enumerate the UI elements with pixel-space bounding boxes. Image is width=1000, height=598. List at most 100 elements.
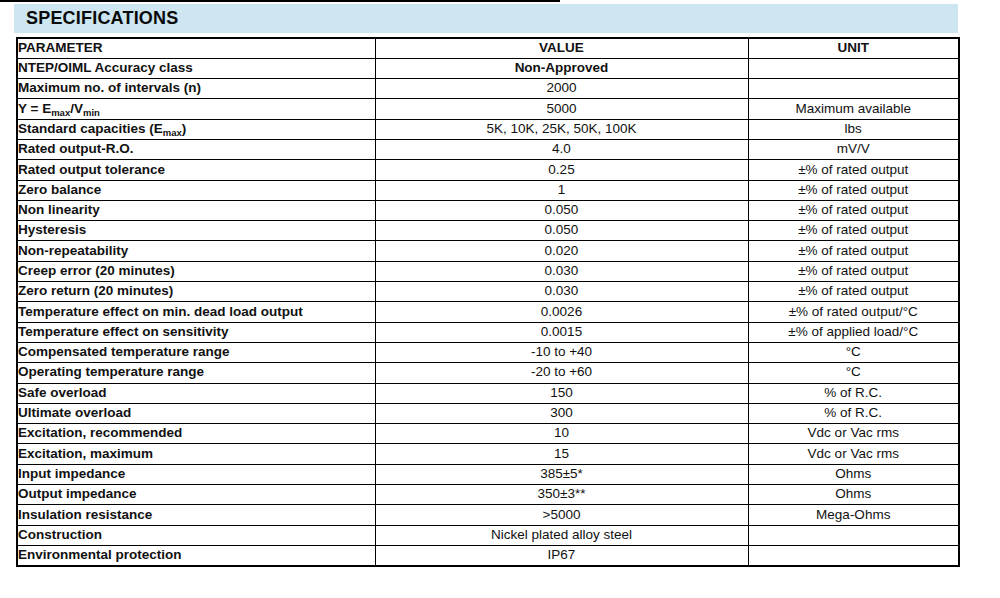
value-cell: 350±3** bbox=[375, 485, 748, 505]
value-cell: 5K, 10K, 25K, 50K, 100K bbox=[375, 119, 748, 139]
parameter-cell: Ultimate overload bbox=[17, 403, 375, 423]
unit-cell: lbs bbox=[748, 119, 959, 139]
unit-cell: Vdc or Vac rms bbox=[748, 444, 959, 464]
parameter-cell: Creep error (20 minutes) bbox=[17, 261, 375, 281]
unit-cell: Vdc or Vac rms bbox=[748, 424, 959, 444]
unit-cell: ±% of rated output bbox=[748, 200, 959, 220]
value-cell: 0.030 bbox=[375, 261, 748, 281]
unit-cell: ±% of applied load/°C bbox=[748, 322, 959, 342]
table-row: Temperature effect on sensitivity0.0015±… bbox=[17, 322, 959, 342]
unit-cell: °C bbox=[748, 342, 959, 362]
unit-cell: Maximum available bbox=[748, 99, 959, 119]
value-cell: 5000 bbox=[375, 99, 748, 119]
parameter-cell: Safe overload bbox=[17, 383, 375, 403]
unit-cell: ±% of rated output bbox=[748, 261, 959, 281]
value-cell: 0.0015 bbox=[375, 322, 748, 342]
value-cell: 15 bbox=[375, 444, 748, 464]
value-cell: 0.050 bbox=[375, 221, 748, 241]
parameter-cell: NTEP/OIML Accuracy class bbox=[17, 58, 375, 78]
unit-cell: Ohms bbox=[748, 464, 959, 484]
unit-cell bbox=[748, 525, 959, 545]
parameter-cell: Temperature effect on min. dead load out… bbox=[17, 302, 375, 322]
unit-cell: ±% of rated output bbox=[748, 221, 959, 241]
parameter-cell: Operating temperature range bbox=[17, 363, 375, 383]
parameter-cell: Environmental protection bbox=[17, 545, 375, 565]
parameter-cell: Hysteresis bbox=[17, 221, 375, 241]
parameter-cell: Zero return (20 minutes) bbox=[17, 282, 375, 302]
table-row: Temperature effect on min. dead load out… bbox=[17, 302, 959, 322]
page-crop-edge-line bbox=[0, 0, 560, 2]
table-row: Creep error (20 minutes)0.030±% of rated… bbox=[17, 261, 959, 281]
value-cell: 150 bbox=[375, 383, 748, 403]
unit-cell: ±% of rated output bbox=[748, 282, 959, 302]
table-row: Rated output tolerance0.25±% of rated ou… bbox=[17, 160, 959, 180]
specifications-title-bar: SPECIFICATIONS bbox=[14, 4, 958, 33]
value-cell: 0.020 bbox=[375, 241, 748, 261]
parameter-cell: Excitation, recommended bbox=[17, 424, 375, 444]
table-row: Safe overload150% of R.C. bbox=[17, 383, 959, 403]
unit-cell: Ohms bbox=[748, 485, 959, 505]
unit-cell: ±% of rated output bbox=[748, 180, 959, 200]
table-row: Input impedance385±5*Ohms bbox=[17, 464, 959, 484]
table-row: Non-repeatability0.020±% of rated output bbox=[17, 241, 959, 261]
value-cell: 1 bbox=[375, 180, 748, 200]
value-cell: 385±5* bbox=[375, 464, 748, 484]
unit-cell bbox=[748, 58, 959, 78]
unit-cell: ±% of rated output bbox=[748, 160, 959, 180]
value-cell: 4.0 bbox=[375, 139, 748, 159]
value-cell: 0.25 bbox=[375, 160, 748, 180]
parameter-cell: Non-repeatability bbox=[17, 241, 375, 261]
value-cell: 0.050 bbox=[375, 200, 748, 220]
parameter-cell: Compensated temperature range bbox=[17, 342, 375, 362]
unit-cell: ±% of rated output/°C bbox=[748, 302, 959, 322]
table-row: Compensated temperature range-10 to +40°… bbox=[17, 342, 959, 362]
table-header-row: PARAMETER VALUE UNIT bbox=[17, 38, 959, 58]
table-row: Maximum no. of intervals (n)2000 bbox=[17, 79, 959, 99]
value-cell: 2000 bbox=[375, 79, 748, 99]
value-cell: IP67 bbox=[375, 545, 748, 565]
value-cell: 0.030 bbox=[375, 282, 748, 302]
unit-cell bbox=[748, 545, 959, 565]
table-row: ConstructionNickel plated alloy steel bbox=[17, 525, 959, 545]
value-cell: 0.0026 bbox=[375, 302, 748, 322]
table-row: Insulation resistance>5000Mega-Ohms bbox=[17, 505, 959, 525]
unit-cell: mV/V bbox=[748, 139, 959, 159]
value-cell: 10 bbox=[375, 424, 748, 444]
parameter-cell: Temperature effect on sensitivity bbox=[17, 322, 375, 342]
table-row: Y = Emax/Vmin5000Maximum available bbox=[17, 99, 959, 119]
parameter-cell: Y = Emax/Vmin bbox=[17, 99, 375, 119]
column-header-parameter: PARAMETER bbox=[17, 38, 375, 58]
table-row: Operating temperature range-20 to +60°C bbox=[17, 363, 959, 383]
parameter-cell: Rated output tolerance bbox=[17, 160, 375, 180]
parameter-cell: Excitation, maximum bbox=[17, 444, 375, 464]
value-cell: Nickel plated alloy steel bbox=[375, 525, 748, 545]
table-row: Ultimate overload300% of R.C. bbox=[17, 403, 959, 423]
parameter-cell: Construction bbox=[17, 525, 375, 545]
table-row: Excitation, recommended10Vdc or Vac rms bbox=[17, 424, 959, 444]
parameter-cell: Zero balance bbox=[17, 180, 375, 200]
value-cell: -20 to +60 bbox=[375, 363, 748, 383]
table-row: Zero return (20 minutes)0.030±% of rated… bbox=[17, 282, 959, 302]
page-title: SPECIFICATIONS bbox=[26, 8, 178, 29]
parameter-cell: Non linearity bbox=[17, 200, 375, 220]
unit-cell: Mega-Ohms bbox=[748, 505, 959, 525]
parameter-cell: Maximum no. of intervals (n) bbox=[17, 79, 375, 99]
table-row: NTEP/OIML Accuracy classNon-Approved bbox=[17, 58, 959, 78]
value-cell: Non-Approved bbox=[375, 58, 748, 78]
unit-cell: ±% of rated output bbox=[748, 241, 959, 261]
column-header-unit: UNIT bbox=[748, 38, 959, 58]
specifications-page: SPECIFICATIONS PARAMETER VALUE UNIT NTEP… bbox=[14, 4, 958, 567]
table-row: Output impedance350±3**Ohms bbox=[17, 485, 959, 505]
unit-cell bbox=[748, 79, 959, 99]
parameter-cell: Insulation resistance bbox=[17, 505, 375, 525]
table-row: Non linearity0.050±% of rated output bbox=[17, 200, 959, 220]
column-header-value: VALUE bbox=[375, 38, 748, 58]
table-row: Hysteresis0.050±% of rated output bbox=[17, 221, 959, 241]
unit-cell: °C bbox=[748, 363, 959, 383]
value-cell: -10 to +40 bbox=[375, 342, 748, 362]
table-row: Environmental protectionIP67 bbox=[17, 545, 959, 565]
unit-cell: % of R.C. bbox=[748, 383, 959, 403]
unit-cell: % of R.C. bbox=[748, 403, 959, 423]
parameter-cell: Output impedance bbox=[17, 485, 375, 505]
parameter-cell: Standard capacities (Emax) bbox=[17, 119, 375, 139]
